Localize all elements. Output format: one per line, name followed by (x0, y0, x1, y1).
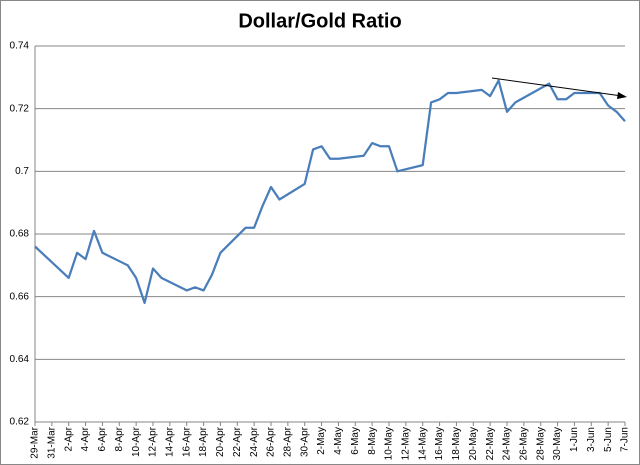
x-tick-label: 22-May (485, 427, 496, 460)
y-tick-label: 0.74 (10, 41, 30, 52)
x-tick-label: 7-Jun (620, 427, 631, 452)
x-tick-label: 30-May (552, 427, 563, 460)
x-tick-label: 28-May (535, 427, 546, 460)
y-tick-label: 0.68 (10, 229, 30, 240)
x-tick-label: 16-Apr (181, 426, 192, 457)
data-line (34, 79, 626, 305)
y-tick-label: 0.66 (10, 291, 30, 302)
x-tick-label: 10-Apr (131, 426, 142, 457)
y-tick-label: 0.7 (15, 166, 29, 177)
y-tick-label: 0.64 (10, 354, 30, 365)
trend-arrow (491, 77, 623, 97)
x-tick-label: 16-May (434, 427, 445, 460)
x-tick-label: 2-Apr (63, 426, 74, 451)
x-tick-label: 30-Apr (299, 426, 310, 457)
arrow-head (617, 92, 627, 99)
x-tick-label: 18-Apr (198, 426, 209, 457)
x-tick-label: 14-Apr (164, 426, 175, 457)
x-tick-label: 5-Jun (603, 427, 614, 452)
x-tick-label: 24-Apr (249, 426, 260, 457)
x-tick-label: 3-Jun (586, 427, 597, 452)
x-tick-label: 1-Jun (569, 427, 580, 452)
x-tick-label: 6-Apr (97, 426, 108, 451)
chart-title: Dollar/Gold Ratio (238, 10, 401, 32)
x-tick-label: 26-May (518, 427, 529, 460)
x-tick-label: 12-May (400, 427, 411, 460)
x-tick-label: 8-May (367, 427, 378, 455)
x-tick-label: 24-May (502, 427, 513, 460)
x-tick-label: 2-May (316, 427, 327, 455)
x-tick-label: 26-Apr (266, 426, 277, 457)
x-tick-label: 10-May (384, 427, 395, 460)
x-tick-label: 20-May (468, 427, 479, 460)
y-tick-label: 0.72 (10, 103, 30, 114)
x-tick-label: 18-May (451, 427, 462, 460)
x-tick-label: 4-Apr (80, 426, 91, 451)
x-tick-label: 8-Apr (114, 426, 125, 451)
x-tick-label: 31-Mar (46, 426, 57, 458)
x-tick-label: 14-May (417, 427, 428, 460)
x-tick-label: 4-May (333, 427, 344, 455)
x-tick-label: 28-Apr (282, 426, 293, 457)
x-tick-label: 20-Apr (215, 426, 226, 457)
x-tick-label: 6-May (350, 427, 361, 455)
x-tick-label: 29-Mar (30, 426, 41, 458)
x-tick-label: 22-Apr (232, 426, 243, 457)
x-tick-label: 12-Apr (148, 426, 159, 457)
y-tick-label: 0.62 (10, 417, 30, 428)
